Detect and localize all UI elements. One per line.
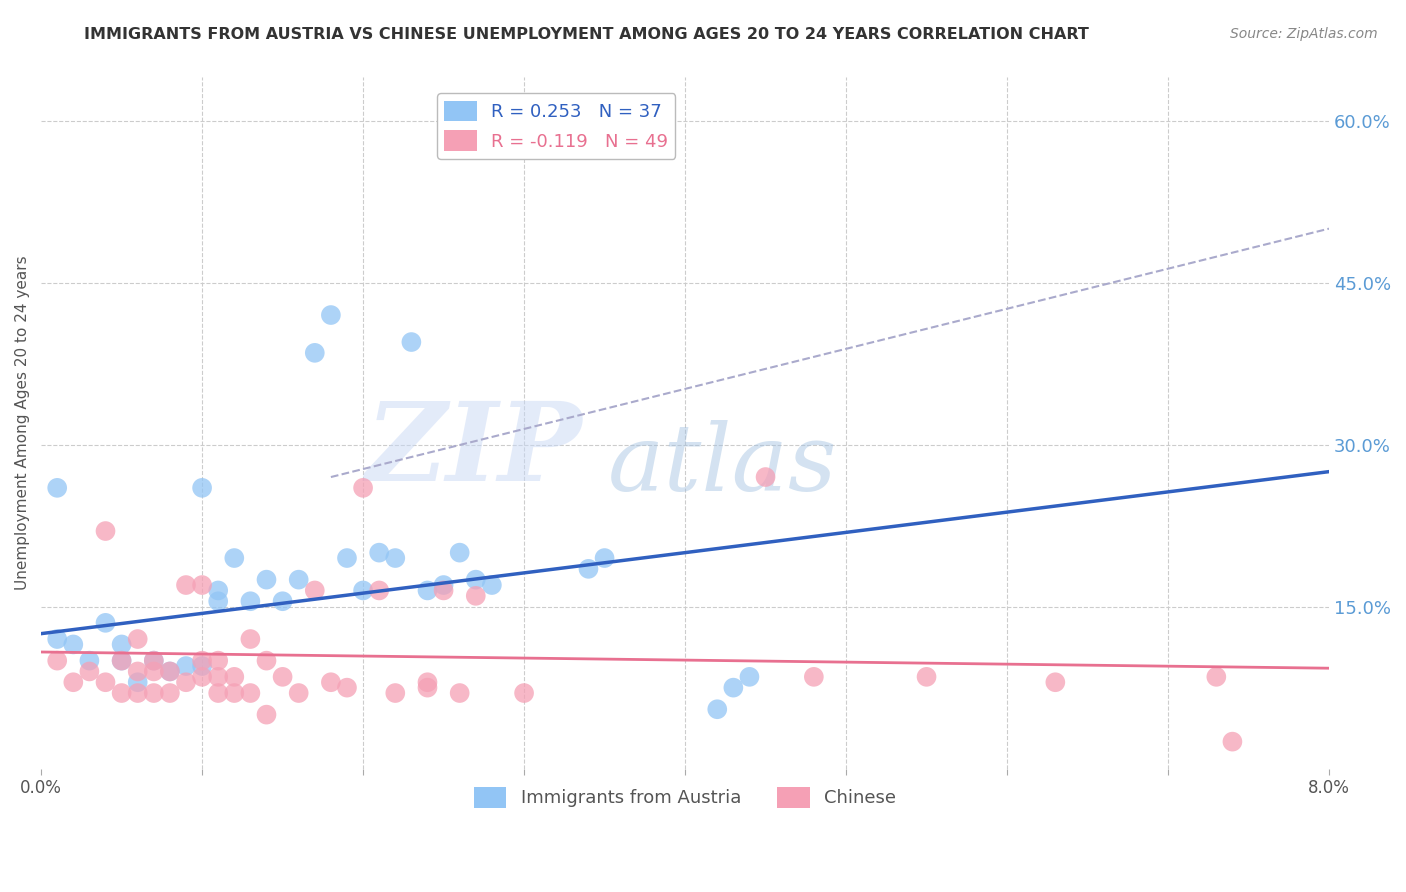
Point xyxy=(110,686,132,700)
Point xyxy=(915,670,938,684)
Point xyxy=(191,481,214,495)
Point xyxy=(159,686,181,700)
Point xyxy=(513,686,536,700)
Point xyxy=(142,665,165,679)
Point xyxy=(319,675,342,690)
Point xyxy=(142,654,165,668)
Point xyxy=(110,654,132,668)
Point xyxy=(127,665,149,679)
Point xyxy=(384,551,406,566)
Point xyxy=(46,632,69,646)
Point xyxy=(256,573,278,587)
Point xyxy=(94,675,117,690)
Point xyxy=(79,654,101,668)
Point xyxy=(127,686,149,700)
Point xyxy=(207,670,229,684)
Point xyxy=(271,594,294,608)
Point xyxy=(1045,675,1067,690)
Point xyxy=(578,562,600,576)
Point xyxy=(723,681,745,695)
Point xyxy=(110,654,132,668)
Point xyxy=(191,654,214,668)
Point xyxy=(46,654,69,668)
Point xyxy=(464,573,486,587)
Point xyxy=(754,470,776,484)
Point xyxy=(207,654,229,668)
Legend: Immigrants from Austria, Chinese: Immigrants from Austria, Chinese xyxy=(467,780,904,815)
Point xyxy=(191,659,214,673)
Point xyxy=(207,686,229,700)
Point xyxy=(174,675,197,690)
Text: IMMIGRANTS FROM AUSTRIA VS CHINESE UNEMPLOYMENT AMONG AGES 20 TO 24 YEARS CORREL: IMMIGRANTS FROM AUSTRIA VS CHINESE UNEMP… xyxy=(84,27,1090,42)
Point xyxy=(62,637,84,651)
Point xyxy=(401,334,423,349)
Point xyxy=(738,670,761,684)
Point xyxy=(481,578,503,592)
Y-axis label: Unemployment Among Ages 20 to 24 years: Unemployment Among Ages 20 to 24 years xyxy=(15,256,30,591)
Point xyxy=(352,481,374,495)
Point xyxy=(368,546,391,560)
Point xyxy=(239,686,262,700)
Point xyxy=(159,665,181,679)
Text: Source: ZipAtlas.com: Source: ZipAtlas.com xyxy=(1230,27,1378,41)
Point xyxy=(271,670,294,684)
Point xyxy=(239,632,262,646)
Point xyxy=(336,681,359,695)
Point xyxy=(94,615,117,630)
Point xyxy=(416,583,439,598)
Point xyxy=(287,573,309,587)
Point xyxy=(287,686,309,700)
Point xyxy=(46,481,69,495)
Point xyxy=(464,589,486,603)
Point xyxy=(127,632,149,646)
Point xyxy=(174,578,197,592)
Point xyxy=(239,594,262,608)
Point xyxy=(94,524,117,538)
Point xyxy=(256,654,278,668)
Point xyxy=(110,637,132,651)
Point xyxy=(319,308,342,322)
Point xyxy=(384,686,406,700)
Point xyxy=(159,665,181,679)
Point xyxy=(127,675,149,690)
Point xyxy=(352,583,374,598)
Point xyxy=(416,681,439,695)
Point xyxy=(224,551,246,566)
Point xyxy=(142,686,165,700)
Point xyxy=(304,346,326,360)
Point xyxy=(191,670,214,684)
Point xyxy=(368,583,391,598)
Point xyxy=(207,594,229,608)
Point xyxy=(62,675,84,690)
Point xyxy=(1205,670,1227,684)
Point xyxy=(432,583,454,598)
Point xyxy=(304,583,326,598)
Point xyxy=(224,670,246,684)
Point xyxy=(449,686,471,700)
Point xyxy=(142,654,165,668)
Point xyxy=(416,675,439,690)
Text: atlas: atlas xyxy=(607,419,838,509)
Point xyxy=(79,665,101,679)
Point xyxy=(224,686,246,700)
Point xyxy=(449,546,471,560)
Point xyxy=(706,702,728,716)
Point xyxy=(336,551,359,566)
Point xyxy=(432,578,454,592)
Point xyxy=(593,551,616,566)
Point xyxy=(207,583,229,598)
Point xyxy=(803,670,825,684)
Text: ZIP: ZIP xyxy=(366,397,582,505)
Point xyxy=(256,707,278,722)
Point xyxy=(1222,734,1244,748)
Point xyxy=(174,659,197,673)
Point xyxy=(191,578,214,592)
